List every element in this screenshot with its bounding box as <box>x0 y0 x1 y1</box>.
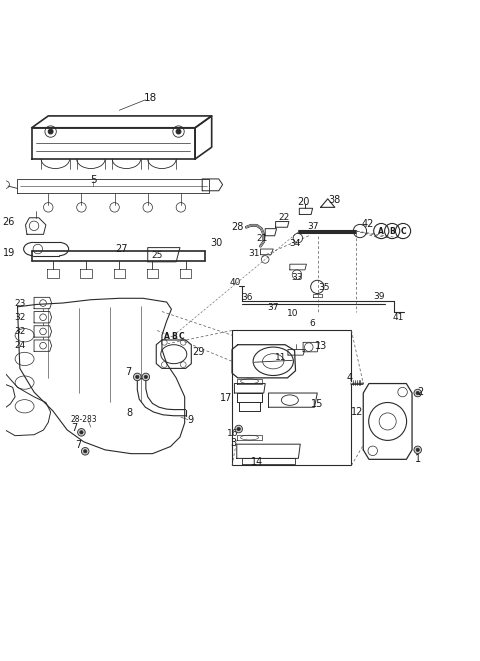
Text: 24: 24 <box>14 341 25 350</box>
Text: 33: 33 <box>291 273 303 282</box>
Circle shape <box>237 427 240 431</box>
Text: 7: 7 <box>75 440 81 450</box>
Text: 26: 26 <box>3 217 15 227</box>
Text: 21: 21 <box>257 234 268 243</box>
Text: 40: 40 <box>229 278 241 287</box>
Text: 39: 39 <box>373 292 384 301</box>
Text: 15: 15 <box>311 399 324 409</box>
Circle shape <box>235 425 242 433</box>
Text: 37: 37 <box>308 222 319 231</box>
Text: 41: 41 <box>392 313 404 322</box>
Text: 29: 29 <box>192 347 205 357</box>
Text: 19: 19 <box>3 248 15 258</box>
Circle shape <box>416 391 420 395</box>
Text: C: C <box>400 227 406 235</box>
Circle shape <box>142 373 150 381</box>
Text: 2: 2 <box>418 387 424 397</box>
Text: 38: 38 <box>329 195 341 205</box>
Text: 28: 28 <box>231 222 243 232</box>
Text: 12: 12 <box>351 407 364 417</box>
Circle shape <box>136 375 139 379</box>
Circle shape <box>78 428 85 436</box>
Text: 9: 9 <box>187 416 193 426</box>
Text: 34: 34 <box>289 239 300 249</box>
Text: 20: 20 <box>297 197 309 207</box>
Text: 36: 36 <box>241 293 253 302</box>
Circle shape <box>414 446 421 453</box>
Text: 10: 10 <box>287 309 298 319</box>
Circle shape <box>144 375 147 379</box>
Text: B: B <box>389 227 395 235</box>
Text: 37: 37 <box>267 303 279 312</box>
Text: 8: 8 <box>126 408 132 418</box>
Text: A: A <box>164 332 169 341</box>
Circle shape <box>84 449 87 453</box>
Text: 42: 42 <box>362 219 374 229</box>
Text: 25: 25 <box>152 251 163 260</box>
Circle shape <box>414 389 421 397</box>
Circle shape <box>176 129 181 134</box>
Text: 18: 18 <box>144 93 157 103</box>
Text: 35: 35 <box>318 284 330 292</box>
Text: 17: 17 <box>220 393 232 403</box>
Text: 27: 27 <box>115 244 128 254</box>
Text: B: B <box>171 332 177 341</box>
Text: 28-283: 28-283 <box>71 415 97 424</box>
Text: 14: 14 <box>251 457 263 467</box>
Text: 3: 3 <box>230 438 236 447</box>
Text: A: A <box>378 227 384 235</box>
Text: 11: 11 <box>275 353 286 362</box>
Text: 32: 32 <box>14 327 25 336</box>
Text: 7: 7 <box>71 422 77 432</box>
Circle shape <box>133 373 141 381</box>
Text: 5: 5 <box>90 175 96 185</box>
Text: 7: 7 <box>125 367 131 377</box>
Text: 22: 22 <box>278 214 290 222</box>
Circle shape <box>416 448 420 451</box>
Circle shape <box>82 447 89 455</box>
Bar <box>232 330 351 465</box>
Text: 32: 32 <box>14 313 25 322</box>
Text: 23: 23 <box>14 299 25 307</box>
Text: 13: 13 <box>314 340 327 350</box>
Circle shape <box>80 430 83 434</box>
Text: 16: 16 <box>227 429 239 438</box>
Text: C: C <box>179 332 185 341</box>
Text: 31: 31 <box>249 249 260 258</box>
Text: 4: 4 <box>347 373 353 383</box>
Circle shape <box>48 129 53 134</box>
Text: 1: 1 <box>415 454 421 464</box>
Text: 6: 6 <box>309 319 315 328</box>
Text: 30: 30 <box>210 239 223 249</box>
